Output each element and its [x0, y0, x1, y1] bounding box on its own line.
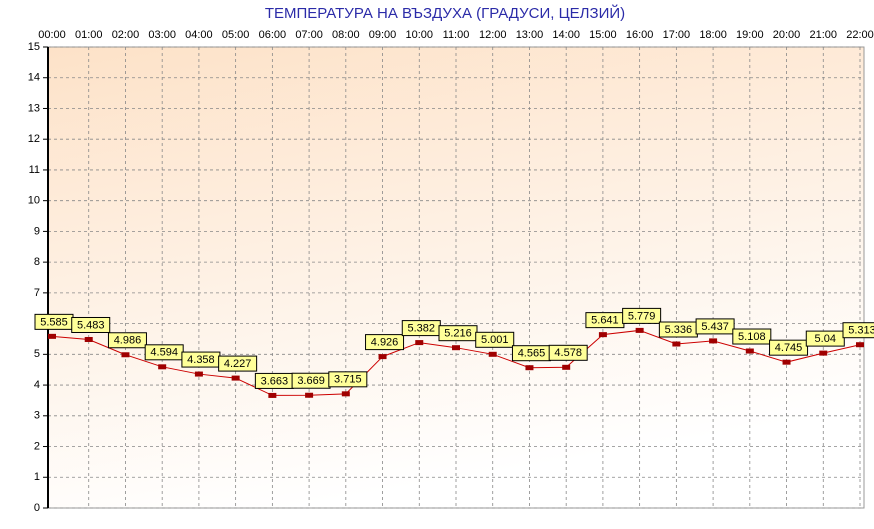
x-tick-label: 13:00 [516, 29, 544, 41]
x-tick-label: 11:00 [443, 29, 470, 41]
value-label-box [842, 322, 874, 339]
y-tick-label: 11 [29, 164, 40, 176]
y-tick-label: 10 [28, 195, 40, 207]
y-tick-label: 4 [34, 379, 40, 391]
x-tick-label: 04:00 [185, 29, 213, 41]
marker [84, 336, 93, 342]
value-label-box [805, 330, 845, 347]
marker [305, 392, 314, 398]
y-tick-label: 8 [34, 256, 40, 268]
value-label-box [107, 332, 147, 349]
marker [819, 350, 828, 356]
x-tick-label: 20:00 [773, 29, 801, 41]
marker [415, 340, 424, 346]
x-tick-label: 07:00 [295, 29, 323, 41]
y-tick-label: 5 [34, 348, 40, 360]
value-label: 4.594 [150, 347, 178, 359]
marker [635, 327, 644, 333]
y-tick-label: 13 [28, 102, 40, 114]
marker [562, 364, 571, 370]
x-tick-label: 09:00 [369, 29, 397, 41]
y-tick-label: 14 [28, 72, 40, 84]
value-label: 3.669 [297, 375, 325, 387]
marker [121, 352, 130, 358]
value-label: 5.108 [738, 331, 766, 343]
x-tick-label: 14:00 [552, 29, 580, 41]
value-label-box [218, 355, 258, 372]
x-tick-label: 03:00 [148, 29, 176, 41]
value-label-box [622, 307, 662, 324]
marker [598, 332, 607, 338]
value-label-box [475, 331, 515, 348]
marker [378, 354, 387, 360]
marker [525, 365, 534, 371]
value-label: 5.641 [591, 315, 619, 327]
x-tick-label: 15:00 [589, 29, 617, 41]
value-label: 4.745 [775, 342, 803, 354]
value-label-box [365, 334, 405, 351]
marker [856, 342, 864, 348]
y-tick-label: 7 [34, 287, 40, 299]
marker [158, 364, 167, 370]
marker [268, 392, 277, 398]
marker [341, 391, 350, 397]
y-tick-label: 3 [34, 410, 40, 422]
x-tick-label: 08:00 [332, 29, 360, 41]
value-label-box [732, 328, 772, 345]
x-tick-label: 21:00 [810, 29, 838, 41]
marker [452, 345, 460, 351]
value-label-box [695, 318, 735, 335]
value-label: 5.585 [40, 316, 68, 328]
x-tick-label: 22:00 [846, 29, 874, 41]
x-tick-label: 19:00 [736, 29, 764, 41]
chart-title: ТЕМПЕРАТУРА НА ВЪЗДУХА (ГРАДУСИ, ЦЕЛЗИЙ) [265, 4, 625, 22]
marker [488, 351, 497, 357]
value-label: 5.216 [444, 328, 472, 340]
value-label: 5.336 [665, 324, 693, 336]
y-tick-label: 0 [34, 502, 40, 514]
x-tick-label: 12:00 [479, 29, 507, 41]
x-tick-label: 16:00 [626, 29, 654, 41]
value-label-box [769, 339, 809, 356]
value-label: 4.227 [224, 358, 252, 370]
x-tick-label: 00:00 [38, 29, 66, 41]
value-label: 5.382 [408, 322, 436, 334]
value-label: 5.313 [848, 325, 874, 337]
marker [231, 375, 240, 381]
x-tick-label: 17:00 [663, 29, 691, 41]
value-label: 5.04 [815, 333, 836, 345]
value-label: 5.437 [701, 321, 729, 333]
y-tick-label: 12 [28, 133, 40, 145]
value-label: 5.001 [481, 334, 509, 346]
x-tick-label: 06:00 [259, 29, 287, 41]
marker [48, 333, 56, 339]
value-label: 3.663 [261, 375, 289, 387]
y-tick-label: 1 [34, 471, 40, 483]
value-label: 5.779 [628, 310, 656, 322]
marker [782, 359, 791, 365]
x-tick-label: 18:00 [699, 29, 727, 41]
value-label: 4.565 [518, 348, 546, 360]
x-tick-label: 10:00 [406, 29, 434, 41]
value-label: 4.986 [114, 335, 142, 347]
y-tick-label: 2 [34, 440, 40, 452]
value-label: 4.578 [554, 347, 582, 359]
marker [672, 341, 681, 347]
marker [745, 348, 754, 354]
value-label-box [548, 344, 588, 361]
marker [709, 338, 718, 344]
value-label-box [71, 316, 111, 333]
y-tick-label: 9 [34, 225, 40, 237]
x-tick-label: 01:00 [75, 29, 103, 41]
value-label: 4.358 [187, 354, 215, 366]
y-tick-label: 15 [28, 41, 40, 53]
x-tick-label: 02:00 [112, 29, 140, 41]
value-label: 5.483 [77, 319, 105, 331]
marker [194, 371, 203, 377]
value-label-box [328, 371, 368, 388]
x-tick-label: 05:00 [222, 29, 250, 41]
value-label: 3.715 [334, 374, 362, 386]
value-label: 4.926 [371, 337, 399, 349]
